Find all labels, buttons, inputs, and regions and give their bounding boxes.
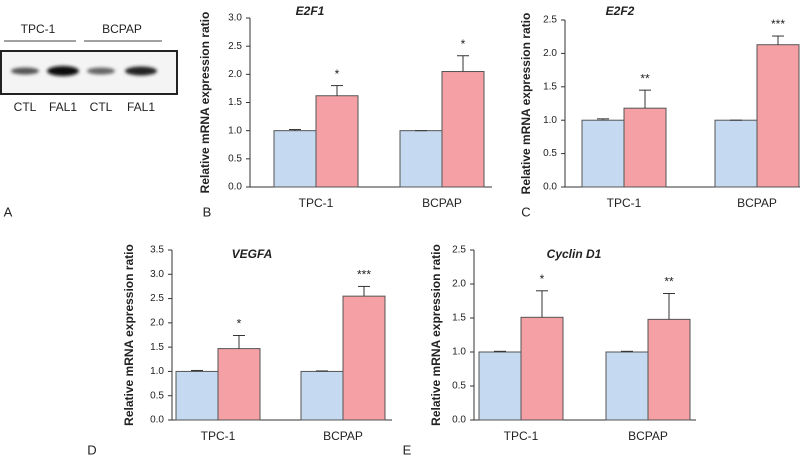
bands xyxy=(11,66,157,76)
y-tick-label: 1.0 xyxy=(150,366,164,377)
bar xyxy=(175,370,219,421)
x-tick-label: TPC-1 xyxy=(607,196,642,210)
y-axis-label: Relative mRNA expression ratio xyxy=(122,244,136,426)
y-tick-label: 2.5 xyxy=(452,245,466,256)
bar xyxy=(217,348,261,421)
y-tick-label: 0.5 xyxy=(150,390,164,401)
chart-title: E2F1 xyxy=(296,4,325,18)
y-tick-label: 1.5 xyxy=(452,313,466,324)
y-tick-label: 1.0 xyxy=(228,125,242,136)
y-tick-label: 2.5 xyxy=(228,41,242,52)
y-tick-label: 0.5 xyxy=(452,381,466,392)
y-tick-label: 3.0 xyxy=(150,269,164,280)
y-tick-label: 1.0 xyxy=(452,347,466,358)
y-tick-label: 0.0 xyxy=(150,415,164,426)
y-tick-label: 1.5 xyxy=(150,342,164,353)
bar xyxy=(714,119,758,188)
y-tick-label: 3.0 xyxy=(228,13,242,24)
panel-label: C xyxy=(521,204,530,219)
panel-label: B xyxy=(203,204,212,219)
lane-label: FAL1 xyxy=(127,100,155,114)
bar xyxy=(478,351,522,421)
lane-label: CTL xyxy=(90,100,113,114)
y-tick-label: 0.0 xyxy=(228,182,242,193)
bar xyxy=(300,370,344,421)
significance-label: *** xyxy=(357,268,371,282)
panel-label: E xyxy=(403,442,412,457)
bar xyxy=(605,351,649,421)
blot-group: BCPAP xyxy=(102,22,142,36)
y-tick-label: 0.0 xyxy=(452,415,466,426)
y-tick-label: 2.5 xyxy=(150,293,164,304)
x-tick-label: BCPAP xyxy=(737,196,777,210)
y-tick-label: 2.0 xyxy=(150,317,164,328)
y-tick-label: 0.5 xyxy=(543,148,557,159)
significance-label: * xyxy=(335,67,340,81)
bar xyxy=(520,316,564,421)
bar xyxy=(647,318,691,421)
y-tick-label: 1.0 xyxy=(543,115,557,126)
x-tick-label: TPC-1 xyxy=(504,429,539,443)
significance-label: * xyxy=(237,317,242,331)
significance-label: ** xyxy=(640,71,650,85)
x-tick-label: TPC-1 xyxy=(201,429,236,443)
significance-label: *** xyxy=(771,17,785,31)
chart-title: VEGFA xyxy=(232,247,273,261)
lane-label: CTL xyxy=(14,100,37,114)
significance-label: * xyxy=(461,37,466,51)
bar xyxy=(315,95,359,188)
y-axis-label: Relative mRNA expression ratio xyxy=(429,244,443,426)
bar xyxy=(581,119,625,188)
significance-label: ** xyxy=(664,275,674,289)
bar xyxy=(399,130,443,188)
significance-label: * xyxy=(540,272,545,286)
bar xyxy=(342,295,386,421)
lane-label: FAL1 xyxy=(49,100,77,114)
y-tick-label: 0.5 xyxy=(228,153,242,164)
y-tick-label: 1.5 xyxy=(543,81,557,92)
bar xyxy=(756,44,800,188)
y-axis-label: Relative mRNA expression ratio xyxy=(198,12,212,194)
panel-label: D xyxy=(87,442,96,457)
y-tick-label: 2.0 xyxy=(543,48,557,59)
bar xyxy=(441,71,485,188)
x-tick-label: BCPAP xyxy=(628,429,668,443)
bar xyxy=(623,107,667,188)
y-tick-label: 2.5 xyxy=(543,15,557,26)
y-tick-label: 2.0 xyxy=(452,279,466,290)
y-tick-label: 2.0 xyxy=(228,69,242,80)
blot-group: TPC-1 xyxy=(21,22,56,36)
x-tick-label: TPC-1 xyxy=(299,196,334,210)
x-tick-label: BCPAP xyxy=(323,429,363,443)
blot-panel: TPC-1 BCPAP CTL FAL1 CTL FAL1 A xyxy=(0,22,178,219)
panel-label: A xyxy=(4,204,13,219)
y-axis-label: Relative mRNA expression ratio xyxy=(519,13,533,195)
y-tick-label: 1.5 xyxy=(228,97,242,108)
chart-title: Cyclin D1 xyxy=(547,247,602,261)
bar xyxy=(273,130,317,188)
chart-title: E2F2 xyxy=(606,4,635,18)
x-tick-label: BCPAP xyxy=(422,196,462,210)
y-tick-label: 3.5 xyxy=(150,245,164,256)
y-tick-label: 0.0 xyxy=(543,182,557,193)
